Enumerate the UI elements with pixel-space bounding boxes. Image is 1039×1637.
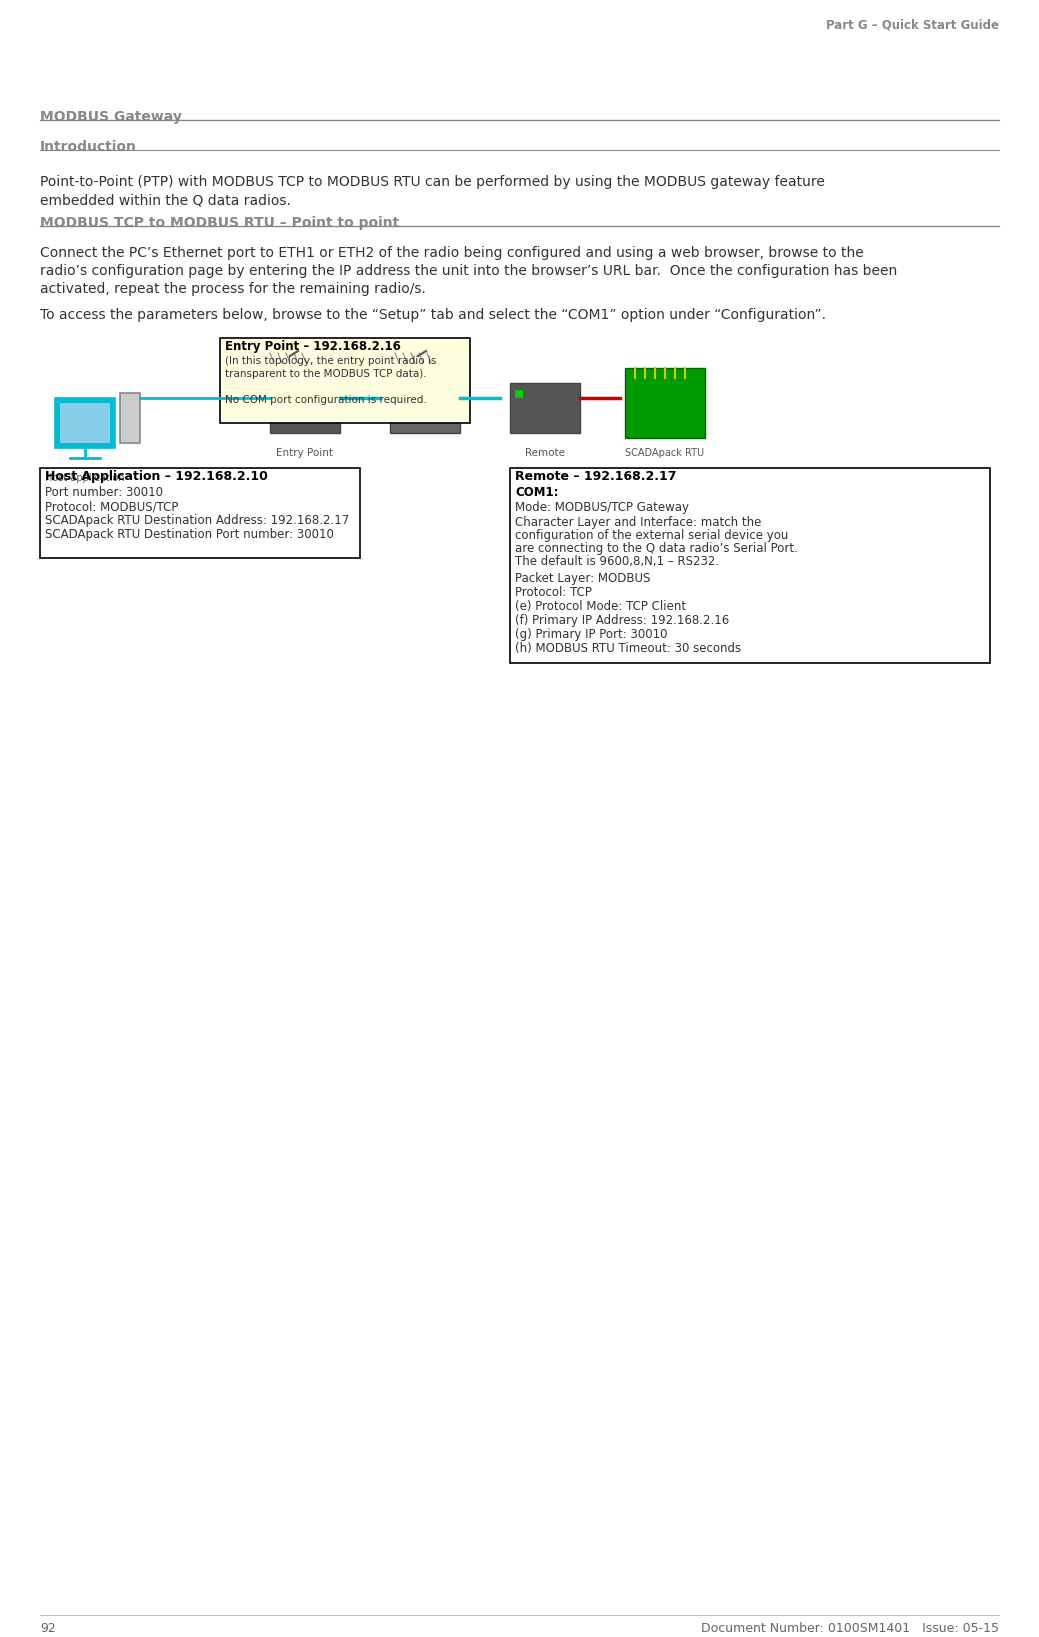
FancyBboxPatch shape (270, 383, 340, 434)
FancyBboxPatch shape (275, 390, 283, 398)
Text: 92: 92 (39, 1622, 56, 1635)
FancyBboxPatch shape (220, 337, 470, 422)
Text: Entry Point: Entry Point (276, 449, 334, 458)
Text: Part G – Quick Start Guide: Part G – Quick Start Guide (826, 18, 1000, 31)
Text: SCADApack RTU: SCADApack RTU (625, 449, 704, 458)
Text: SCADApack RTU Destination Port number: 30010: SCADApack RTU Destination Port number: 3… (45, 529, 334, 540)
FancyBboxPatch shape (390, 383, 460, 434)
Text: transparent to the MODBUS TCP data).: transparent to the MODBUS TCP data). (225, 368, 427, 380)
Text: Host application: Host application (46, 473, 125, 483)
Text: (h) MODBUS RTU Timeout: 30 seconds: (h) MODBUS RTU Timeout: 30 seconds (515, 642, 741, 655)
FancyBboxPatch shape (515, 390, 523, 398)
FancyBboxPatch shape (60, 403, 110, 444)
Text: The default is 9600,8,N,1 – RS232.: The default is 9600,8,N,1 – RS232. (515, 555, 719, 568)
Text: Port number: 30010: Port number: 30010 (45, 486, 163, 499)
Text: activated, repeat the process for the remaining radio/s.: activated, repeat the process for the re… (39, 282, 426, 296)
FancyBboxPatch shape (119, 393, 140, 444)
FancyBboxPatch shape (510, 383, 580, 434)
Text: (e) Protocol Mode: TCP Client: (e) Protocol Mode: TCP Client (515, 601, 686, 612)
Text: Document Number: 0100SM1401   Issue: 05-15: Document Number: 0100SM1401 Issue: 05-15 (701, 1622, 1000, 1635)
Text: configuration of the external serial device you: configuration of the external serial dev… (515, 529, 789, 542)
Text: Packet Layer: MODBUS: Packet Layer: MODBUS (515, 571, 650, 584)
Text: Entry Point – 192.168.2.16: Entry Point – 192.168.2.16 (225, 340, 401, 354)
Text: Protocol: MODBUS/TCP: Protocol: MODBUS/TCP (45, 499, 179, 512)
Text: Introduction: Introduction (39, 141, 137, 154)
FancyBboxPatch shape (510, 468, 990, 663)
Text: SCADApack RTU Destination Address: 192.168.2.17: SCADApack RTU Destination Address: 192.1… (45, 514, 349, 527)
Text: MODBUS TCP to MODBUS RTU – Point to point: MODBUS TCP to MODBUS RTU – Point to poin… (39, 216, 399, 231)
Text: Mode: MODBUS/TCP Gateway: Mode: MODBUS/TCP Gateway (515, 501, 689, 514)
Text: embedded within the Q data radios.: embedded within the Q data radios. (39, 193, 291, 206)
Text: (In this topology, the entry point radio is: (In this topology, the entry point radio… (225, 355, 436, 367)
Text: Character Layer and Interface: match the: Character Layer and Interface: match the (515, 516, 762, 529)
FancyBboxPatch shape (39, 468, 359, 558)
Text: Point-to-Point (PTP) with MODBUS TCP to MODBUS RTU can be performed by using the: Point-to-Point (PTP) with MODBUS TCP to … (39, 175, 825, 188)
Text: are connecting to the Q data radio’s Serial Port.: are connecting to the Q data radio’s Ser… (515, 542, 798, 555)
Text: No COM port configuration is required.: No COM port configuration is required. (225, 395, 427, 404)
Text: Remote – 192.168.2.17: Remote – 192.168.2.17 (515, 470, 676, 483)
FancyBboxPatch shape (55, 398, 115, 449)
Text: (g) Primary IP Port: 30010: (g) Primary IP Port: 30010 (515, 629, 667, 642)
FancyBboxPatch shape (625, 368, 705, 439)
Text: COM1:: COM1: (515, 486, 559, 499)
Text: Protocol: TCP: Protocol: TCP (515, 586, 592, 599)
Text: Remote: Remote (525, 449, 565, 458)
Text: To access the parameters below, browse to the “Setup” tab and select the “COM1” : To access the parameters below, browse t… (39, 308, 826, 322)
Text: Host Application – 192.168.2.10: Host Application – 192.168.2.10 (45, 470, 268, 483)
Text: Connect the PC’s Ethernet port to ETH1 or ETH2 of the radio being configured and: Connect the PC’s Ethernet port to ETH1 o… (39, 246, 863, 260)
Text: radio’s configuration page by entering the IP address the unit into the browser’: radio’s configuration page by entering t… (39, 264, 898, 278)
Text: (f) Primary IP Address: 192.168.2.16: (f) Primary IP Address: 192.168.2.16 (515, 614, 729, 627)
Text: MODBUS Gateway: MODBUS Gateway (39, 110, 182, 124)
